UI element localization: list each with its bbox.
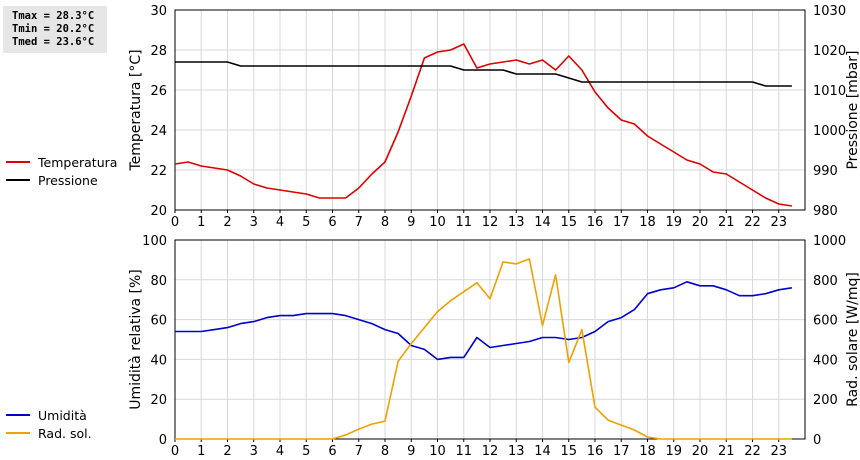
tmin-label: Tmin = 20.2°C <box>12 23 95 35</box>
x-tick-label: 13 <box>508 444 525 459</box>
x-tick-label: 12 <box>482 444 499 459</box>
x-tick-label: 3 <box>250 444 258 459</box>
y-left-tick-label: 28 <box>150 44 167 59</box>
x-tick-label: 17 <box>613 444 630 459</box>
x-tick-label: 4 <box>276 444 284 459</box>
tmed-label: Tmed = 23.6°C <box>12 36 95 48</box>
y-right-tick-label: 980 <box>813 204 838 219</box>
y-left-tick-label: 20 <box>150 393 167 408</box>
x-tick-label: 6 <box>328 444 336 459</box>
y-right-tick-label: 1010 <box>813 84 846 99</box>
x-tick-label: 16 <box>587 444 604 459</box>
x-tick-label: 23 <box>770 444 787 459</box>
y-left-axis-label: Temperatura [°C] <box>128 49 144 171</box>
x-tick-label: 0 <box>171 215 179 230</box>
x-tick-label: 22 <box>744 215 761 230</box>
tmax-label: Tmax = 28.3°C <box>12 10 95 22</box>
y-right-tick-label: 800 <box>813 274 838 289</box>
x-tick-label: 17 <box>613 215 630 230</box>
x-tick-label: 5 <box>302 444 310 459</box>
x-tick-label: 2 <box>223 215 231 230</box>
y-right-tick-label: 600 <box>813 314 838 329</box>
x-tick-label: 8 <box>381 444 389 459</box>
y-left-tick-label: 40 <box>150 353 167 368</box>
x-tick-label: 20 <box>692 215 709 230</box>
x-tick-label: 22 <box>744 444 761 459</box>
y-left-tick-label: 20 <box>150 204 167 219</box>
x-tick-label: 21 <box>718 444 735 459</box>
y-left-tick-label: 22 <box>150 164 167 179</box>
x-tick-label: 19 <box>665 444 682 459</box>
x-tick-label: 12 <box>482 215 499 230</box>
x-tick-label: 11 <box>455 215 472 230</box>
legend-label: Temperatura <box>37 155 117 170</box>
x-tick-label: 3 <box>250 215 258 230</box>
y-left-tick-label: 80 <box>150 274 167 289</box>
y-right-tick-label: 0 <box>813 433 821 448</box>
stats-box: Tmax = 28.3°C Tmin = 20.2°C Tmed = 23.6°… <box>3 6 107 53</box>
x-tick-label: 23 <box>770 215 787 230</box>
x-tick-label: 13 <box>508 215 525 230</box>
y-right-tick-label: 400 <box>813 353 838 368</box>
y-left-tick-label: 24 <box>150 124 167 139</box>
y-right-tick-label: 200 <box>813 393 838 408</box>
series-line-3 <box>175 258 792 440</box>
x-tick-label: 9 <box>407 215 415 230</box>
x-tick-label: 2 <box>223 444 231 459</box>
y-left-tick-label: 30 <box>150 4 167 19</box>
x-tick-label: 0 <box>171 444 179 459</box>
y-left-tick-label: 60 <box>150 314 167 329</box>
x-tick-label: 4 <box>276 215 284 230</box>
series-line-2 <box>175 280 793 361</box>
series-line-0 <box>174 43 793 207</box>
y-right-tick-label: 1020 <box>813 44 846 59</box>
series-line-1 <box>175 61 792 87</box>
y-right-tick-label: 1000 <box>813 124 846 139</box>
x-tick-label: 20 <box>692 444 709 459</box>
y-right-tick-label: 1030 <box>813 4 846 19</box>
legend-label: Umidità <box>38 408 87 423</box>
x-tick-label: 10 <box>429 215 446 230</box>
x-tick-label: 15 <box>560 215 577 230</box>
y-right-axis-label: Rad. solare [W/mq] <box>845 272 860 407</box>
x-tick-label: 21 <box>718 215 735 230</box>
x-tick-label: 14 <box>534 444 551 459</box>
x-tick-label: 18 <box>639 444 656 459</box>
x-tick-label: 11 <box>455 444 472 459</box>
x-tick-label: 15 <box>560 444 577 459</box>
x-tick-label: 16 <box>587 215 604 230</box>
y-left-tick-label: 100 <box>142 234 167 249</box>
y-right-tick-label: 990 <box>813 164 838 179</box>
y-right-axis-label: Pressione [mbar] <box>845 50 860 169</box>
x-tick-label: 8 <box>381 215 389 230</box>
x-tick-label: 7 <box>355 444 363 459</box>
x-tick-label: 18 <box>639 215 656 230</box>
y-left-axis-label: Umidità relativa [%] <box>128 269 144 410</box>
y-right-tick-label: 1000 <box>813 234 846 249</box>
x-tick-label: 10 <box>429 444 446 459</box>
x-tick-label: 19 <box>665 215 682 230</box>
x-tick-label: 7 <box>355 215 363 230</box>
legend-label: Pressione <box>38 173 98 188</box>
x-tick-label: 1 <box>197 444 205 459</box>
x-tick-label: 6 <box>328 215 336 230</box>
x-tick-label: 1 <box>197 215 205 230</box>
x-tick-label: 9 <box>407 444 415 459</box>
x-tick-label: 14 <box>534 215 551 230</box>
y-left-tick-label: 0 <box>159 433 167 448</box>
y-left-tick-label: 26 <box>150 84 167 99</box>
legend-label: Rad. sol. <box>38 426 92 441</box>
x-tick-label: 5 <box>302 215 310 230</box>
